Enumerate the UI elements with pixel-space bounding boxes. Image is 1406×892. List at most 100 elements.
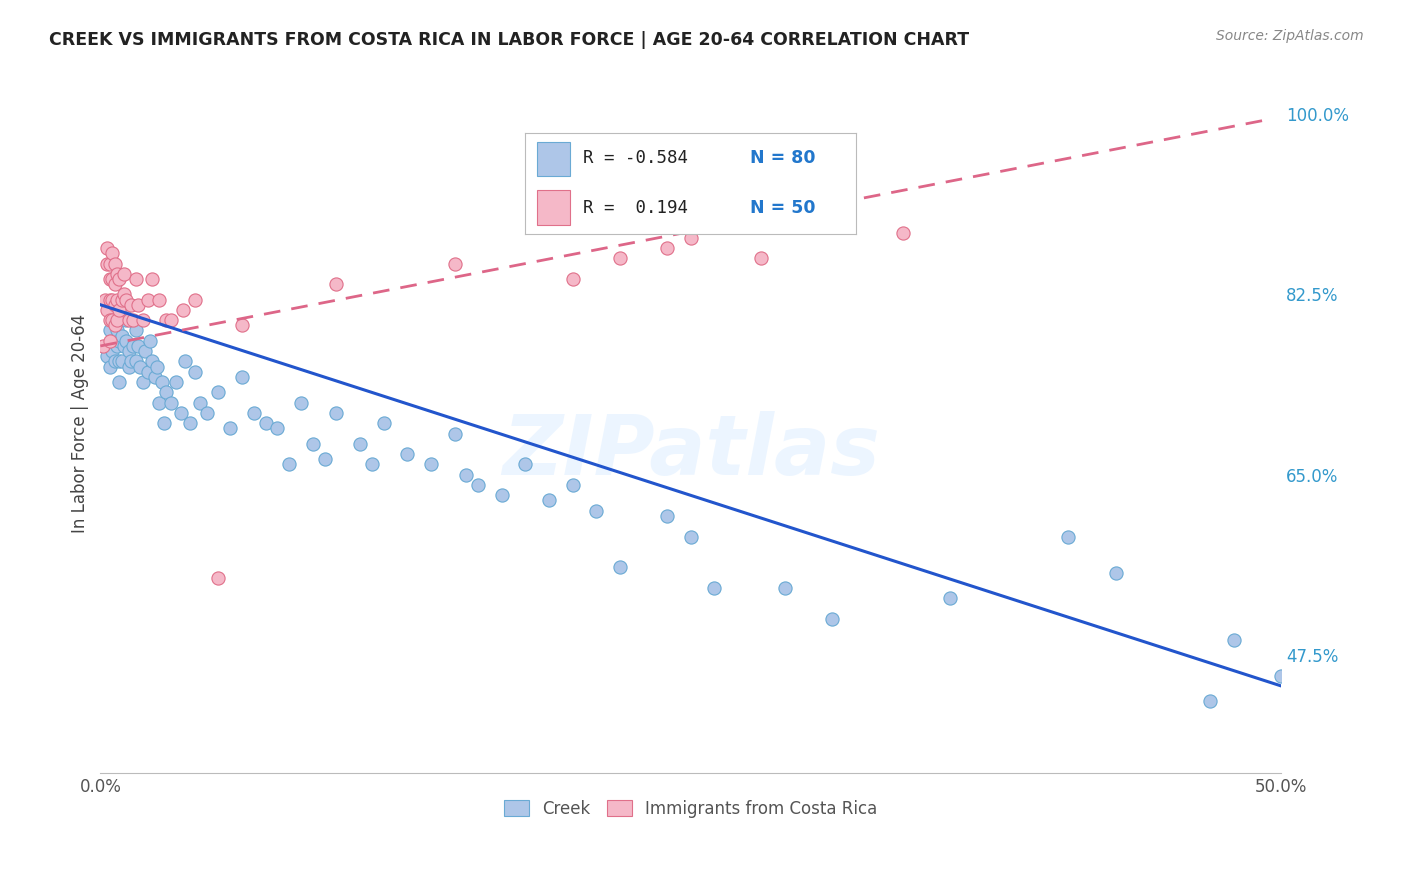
Point bbox=[101, 293, 124, 307]
Point bbox=[112, 302, 135, 317]
Point bbox=[129, 359, 152, 374]
Point bbox=[207, 385, 229, 400]
Point bbox=[703, 581, 725, 595]
Point bbox=[153, 416, 176, 430]
Point bbox=[184, 365, 207, 379]
Point bbox=[141, 354, 163, 368]
Point bbox=[219, 421, 242, 435]
Point bbox=[96, 302, 118, 317]
Point bbox=[561, 478, 583, 492]
Point bbox=[127, 298, 149, 312]
Point bbox=[278, 458, 301, 472]
Point bbox=[174, 354, 197, 368]
Point bbox=[98, 334, 121, 348]
Point bbox=[91, 339, 114, 353]
Point bbox=[373, 416, 395, 430]
Point bbox=[155, 313, 177, 327]
Point bbox=[207, 571, 229, 585]
Point bbox=[148, 395, 170, 409]
Point bbox=[169, 406, 191, 420]
Point bbox=[125, 354, 148, 368]
Point bbox=[585, 504, 607, 518]
Point bbox=[105, 324, 128, 338]
Point bbox=[1270, 668, 1292, 682]
Point bbox=[110, 293, 132, 307]
Point bbox=[101, 344, 124, 359]
Point bbox=[165, 375, 187, 389]
Point bbox=[184, 293, 207, 307]
Point bbox=[105, 298, 128, 312]
Point bbox=[122, 313, 145, 327]
Point bbox=[419, 458, 441, 472]
Y-axis label: In Labor Force | Age 20-64: In Labor Force | Age 20-64 bbox=[72, 314, 89, 533]
Legend: Creek, Immigrants from Costa Rica: Creek, Immigrants from Costa Rica bbox=[498, 793, 884, 824]
Point bbox=[231, 369, 253, 384]
Point bbox=[96, 349, 118, 363]
Point bbox=[155, 385, 177, 400]
Point bbox=[120, 298, 142, 312]
Point bbox=[98, 272, 121, 286]
Point bbox=[290, 395, 312, 409]
Point bbox=[118, 344, 141, 359]
Point bbox=[773, 581, 796, 595]
Point bbox=[1057, 529, 1080, 543]
Point bbox=[349, 437, 371, 451]
Point bbox=[172, 302, 194, 317]
Point bbox=[105, 339, 128, 353]
Point bbox=[120, 354, 142, 368]
Point bbox=[679, 529, 702, 543]
Point bbox=[108, 354, 131, 368]
Point bbox=[110, 354, 132, 368]
Point bbox=[98, 293, 121, 307]
Point bbox=[139, 334, 162, 348]
Point bbox=[467, 478, 489, 492]
Point bbox=[112, 339, 135, 353]
Point bbox=[108, 302, 131, 317]
Point bbox=[150, 375, 173, 389]
Point bbox=[101, 313, 124, 327]
Point bbox=[396, 447, 419, 461]
Point bbox=[361, 458, 384, 472]
Point bbox=[1105, 566, 1128, 580]
Point bbox=[1199, 694, 1222, 708]
Point bbox=[679, 231, 702, 245]
Point bbox=[231, 318, 253, 333]
Point bbox=[515, 458, 537, 472]
Point bbox=[254, 416, 277, 430]
Point bbox=[314, 452, 336, 467]
Point bbox=[108, 272, 131, 286]
Point bbox=[243, 406, 266, 420]
Point bbox=[160, 313, 183, 327]
Point bbox=[98, 256, 121, 270]
Point bbox=[188, 395, 211, 409]
Point bbox=[103, 277, 125, 292]
Point bbox=[655, 241, 678, 255]
Point bbox=[125, 324, 148, 338]
Point bbox=[108, 334, 131, 348]
Point bbox=[105, 313, 128, 327]
Point bbox=[115, 313, 138, 327]
Point bbox=[110, 328, 132, 343]
Point bbox=[103, 298, 125, 312]
Point bbox=[609, 252, 631, 266]
Point bbox=[101, 334, 124, 348]
Point bbox=[115, 293, 138, 307]
Point bbox=[94, 293, 117, 307]
Point bbox=[105, 293, 128, 307]
Point bbox=[609, 560, 631, 574]
Point bbox=[136, 293, 159, 307]
Point bbox=[96, 241, 118, 255]
Point bbox=[266, 421, 288, 435]
Point bbox=[325, 277, 347, 292]
Point bbox=[141, 272, 163, 286]
Point bbox=[160, 395, 183, 409]
Point bbox=[96, 256, 118, 270]
Point bbox=[302, 437, 325, 451]
Point bbox=[125, 272, 148, 286]
Text: CREEK VS IMMIGRANTS FROM COSTA RICA IN LABOR FORCE | AGE 20-64 CORRELATION CHART: CREEK VS IMMIGRANTS FROM COSTA RICA IN L… bbox=[49, 31, 969, 49]
Point bbox=[122, 339, 145, 353]
Point bbox=[98, 313, 121, 327]
Point bbox=[132, 375, 155, 389]
Point bbox=[103, 313, 125, 327]
Point bbox=[179, 416, 201, 430]
